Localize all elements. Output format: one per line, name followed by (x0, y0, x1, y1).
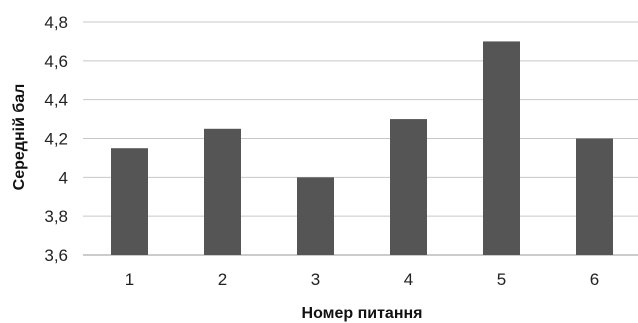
y-tick-label: 4,8 (44, 13, 68, 32)
bar-4 (390, 119, 427, 255)
y-tick-label: 4 (59, 168, 68, 187)
y-tick-label: 4,4 (44, 91, 68, 110)
bar-2 (204, 128, 241, 255)
x-tick-label: 6 (590, 270, 599, 289)
y-tick-labels: 3,6 3,8 4 4,2 4,4 4,6 4,8 (44, 13, 68, 265)
x-axis-title: Номер питання (302, 305, 423, 322)
bar-6 (576, 138, 613, 255)
y-tick-label: 4,2 (44, 130, 68, 149)
x-tick-label: 1 (125, 270, 134, 289)
gridlines (83, 21, 638, 256)
x-tick-labels: 1 2 3 4 5 6 (125, 270, 599, 289)
y-tick-label: 4,6 (44, 52, 68, 71)
bar-5 (483, 41, 520, 255)
bar-3 (297, 177, 334, 255)
y-tick-label: 3,8 (44, 207, 68, 226)
bars (111, 41, 613, 255)
x-tick-label: 5 (497, 270, 506, 289)
x-tick-label: 3 (311, 270, 320, 289)
x-tick-label: 2 (218, 270, 227, 289)
bar-1 (111, 148, 148, 255)
y-axis-title: Середній бал (11, 84, 28, 191)
y-tick-label: 3,6 (44, 246, 68, 265)
x-tick-label: 4 (404, 270, 413, 289)
